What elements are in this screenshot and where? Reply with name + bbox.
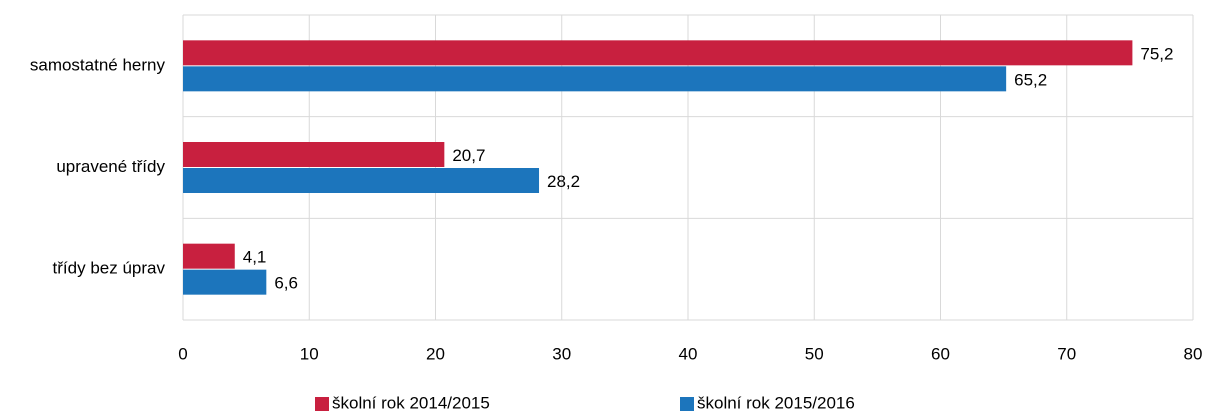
x-tick-label: 20 [426,344,445,363]
x-tick-label: 10 [300,344,319,363]
data-label: 75,2 [1140,44,1173,63]
data-label: 6,6 [274,274,298,293]
bar [183,168,540,193]
bar [183,66,1007,92]
y-tick-label: třídy bez úprav [53,259,166,278]
y-tick-label: upravené třídy [56,157,165,176]
x-tick-label: 60 [931,344,950,363]
x-tick-label: 50 [805,344,824,363]
x-tick-label: 40 [679,344,698,363]
data-label: 65,2 [1014,70,1047,89]
legend-swatch [315,397,329,411]
bar [183,269,267,295]
y-tick-label: samostatné herny [30,55,166,74]
data-label: 20,7 [452,146,485,165]
bar [183,40,1133,66]
legend-swatch [680,397,694,411]
x-tick-label: 0 [178,344,187,363]
data-label: 4,1 [243,248,267,267]
legend-label: školní rok 2014/2015 [332,393,490,412]
x-tick-label: 80 [1184,344,1203,363]
x-tick-label: 70 [1057,344,1076,363]
data-label: 28,2 [547,172,580,191]
bar [183,142,445,167]
bar [183,243,235,269]
x-tick-label: 30 [552,344,571,363]
legend-label: školní rok 2015/2016 [697,393,855,412]
